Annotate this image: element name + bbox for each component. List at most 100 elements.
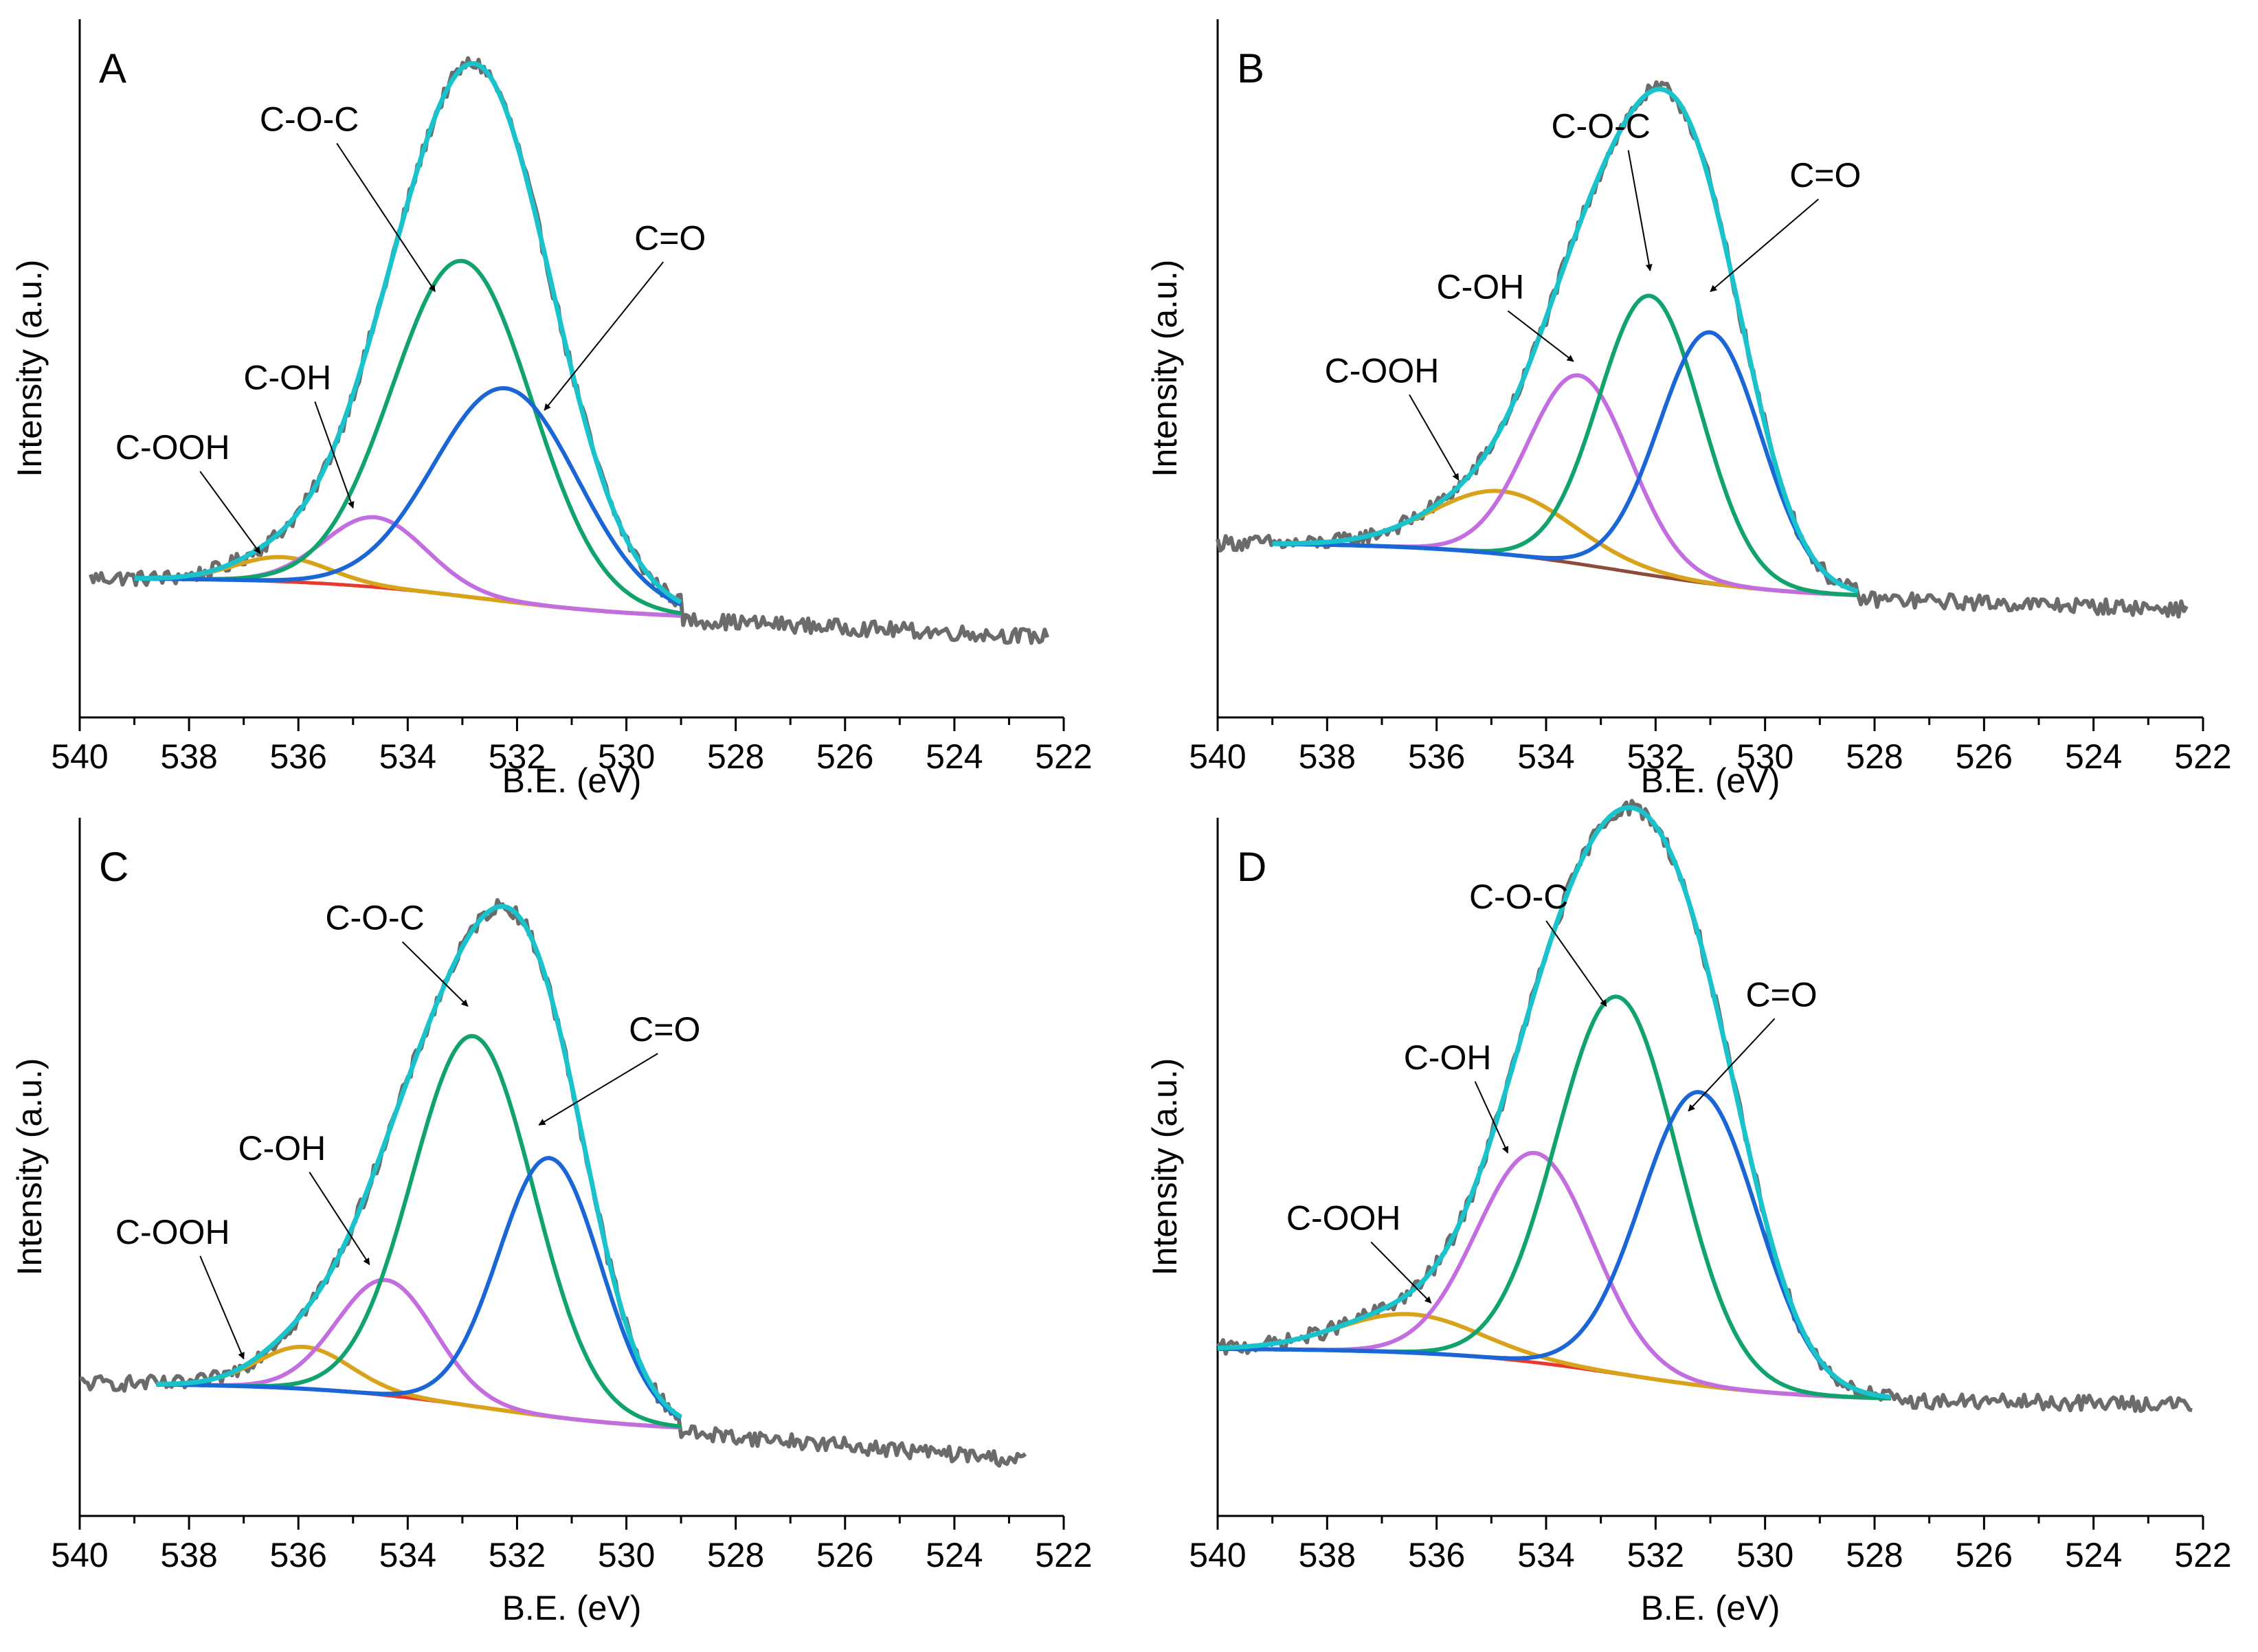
x-tick-label: 538 <box>160 1536 217 1574</box>
x-tick-label: 524 <box>926 737 983 776</box>
x-tick-label: 536 <box>270 1536 327 1574</box>
x-tick-label: 526 <box>816 737 873 776</box>
x-tick-label: 538 <box>1299 1536 1356 1574</box>
panel-letter: D <box>1237 844 1266 890</box>
x-tick-label: 540 <box>51 1536 108 1574</box>
annotation-label-c-o-c: C-O-C <box>325 899 424 937</box>
panel-C: 540 538 536 534 532 530 528 526 524 522 B.E. (eV) I… <box>10 818 1093 1627</box>
x-tick-label: 524 <box>2065 1536 2122 1574</box>
annotation-label-c-ooh: C-OOH <box>1325 351 1440 390</box>
x-tick-label: 528 <box>1846 1536 1903 1574</box>
x-tick-label: 532 <box>1627 737 1684 776</box>
component-c-o-series <box>1218 1090 1892 1400</box>
x-tick-label: 524 <box>2065 737 2122 776</box>
panel-letter: C <box>99 844 128 890</box>
x-tick-label: 524 <box>926 1536 983 1574</box>
x-tick-label: 536 <box>1408 1536 1465 1574</box>
x-tick-label: 528 <box>707 1536 764 1574</box>
annotation-label-c-oh: C-OH <box>1437 267 1525 306</box>
annotation-label-c-o-c: C-O-C <box>1551 107 1650 146</box>
component-c-o-series <box>1272 330 1859 594</box>
annotation-arrow <box>1545 920 1607 1007</box>
x-tick-label: 528 <box>1846 737 1903 776</box>
annotation-arrow <box>1474 1081 1509 1154</box>
annotation-label-c-o-c: C-O-C <box>1469 878 1568 916</box>
x-tick-label: 530 <box>598 737 655 776</box>
component-c-o-series <box>134 386 682 607</box>
envelope-fit-series <box>156 904 682 1420</box>
x-tick-label: 540 <box>51 737 108 776</box>
x-tick-label: 536 <box>270 737 327 776</box>
x-tick-label: 538 <box>1299 737 1356 776</box>
x-tick-label: 522 <box>1035 737 1092 776</box>
x-tick-label: 538 <box>160 737 217 776</box>
x-tick-label: 526 <box>1956 1536 2013 1574</box>
x-tick-label: 526 <box>1956 737 2013 776</box>
annotation-arrow <box>1507 310 1574 362</box>
y-axis-title: Intensity (a.u.) <box>1145 1058 1184 1276</box>
annotation-arrow <box>1627 150 1653 271</box>
component-c-ooh-series <box>134 555 682 618</box>
x-axis-title: B.E. (eV) <box>502 1589 642 1627</box>
annotation-arrow <box>401 941 469 1007</box>
annotation-arrow <box>1710 199 1819 293</box>
annotation-label-c-o: C=O <box>634 219 706 257</box>
annotation-arrow <box>1409 394 1460 481</box>
annotation-arrow <box>538 1053 658 1126</box>
panel-B: 540 538 536 534 532 530 528 526 524 522 B.E. (eV) I… <box>1145 19 2232 800</box>
annotation-label-c-ooh: C-OOH <box>1286 1198 1401 1237</box>
x-tick-label: 534 <box>379 1536 436 1574</box>
x-tick-label: 522 <box>2174 1536 2231 1574</box>
annotation-label-c-ooh: C-OOH <box>115 428 230 467</box>
x-tick-label: 528 <box>707 737 764 776</box>
annotation-arrow <box>336 143 436 293</box>
envelope-fit-series <box>1272 87 1859 594</box>
y-axis-title: Intensity (a.u.) <box>10 1058 49 1276</box>
y-axis-title: Intensity (a.u.) <box>10 260 49 478</box>
panel-D: 540 538 536 534 532 530 528 526 524 522 B.E. (eV) I… <box>1145 799 2232 1627</box>
x-tick-label: 532 <box>489 737 546 776</box>
x-tick-label: 534 <box>379 737 436 776</box>
x-tick-label: 530 <box>1736 737 1793 776</box>
x-axis-title: B.E. (eV) <box>1641 761 1780 800</box>
x-tick-label: 540 <box>1189 1536 1246 1574</box>
background-line <box>1218 1347 1892 1400</box>
component-c-o-series <box>156 1156 682 1420</box>
annotation-arrow <box>199 471 261 555</box>
x-tick-label: 530 <box>1736 1536 1793 1574</box>
envelope-fit-series <box>134 60 682 605</box>
component-c-ooh-series <box>1272 489 1859 598</box>
envelope-fit-series <box>1217 805 1892 1400</box>
annotation-arrow <box>1688 1018 1776 1112</box>
annotation-label-c-ooh: C-OOH <box>115 1213 230 1251</box>
component-c-oh-series <box>156 1277 682 1430</box>
annotation-arrow <box>314 401 355 509</box>
x-tick-label: 540 <box>1189 737 1246 776</box>
panel-letter: B <box>1237 45 1264 91</box>
annotation-label-c-oh: C-OH <box>243 358 331 397</box>
annotation-arrow <box>309 1172 370 1266</box>
raw-data-series <box>79 897 1027 1468</box>
annotation-label-c-o: C=O <box>1789 156 1861 194</box>
annotation-label-c-o: C=O <box>629 1010 700 1049</box>
annotation-label-c-o: C=O <box>1745 975 1817 1014</box>
x-tick-label: 526 <box>816 1536 873 1574</box>
y-axis-title: Intensity (a.u.) <box>1145 260 1184 478</box>
x-tick-label: 534 <box>1517 1536 1574 1574</box>
annotation-arrow <box>544 261 664 411</box>
panel-letter: A <box>99 45 126 91</box>
x-tick-label: 532 <box>1627 1536 1684 1574</box>
x-tick-label: 522 <box>2174 737 2231 776</box>
annotation-label-c-o-c: C-O-C <box>260 100 359 139</box>
x-axis-title: B.E. (eV) <box>502 761 642 800</box>
x-tick-label: 522 <box>1035 1536 1092 1574</box>
x-tick-label: 536 <box>1408 737 1465 776</box>
x-tick-label: 532 <box>489 1536 546 1574</box>
component-c-oh-series <box>134 515 682 618</box>
annotation-arrow <box>1370 1241 1432 1304</box>
annotation-label-c-oh: C-OH <box>1404 1038 1492 1077</box>
annotation-label-c-oh: C-OH <box>238 1129 326 1168</box>
x-axis-title: B.E. (eV) <box>1641 1589 1780 1627</box>
x-tick-label: 534 <box>1517 737 1574 776</box>
